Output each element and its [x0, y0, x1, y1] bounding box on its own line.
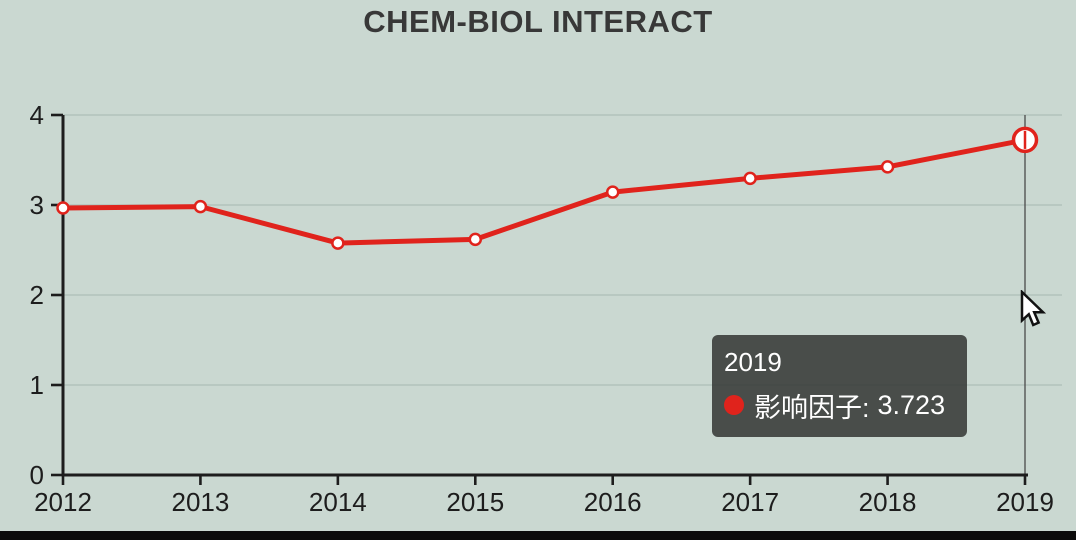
chart-title: CHEM-BIOL INTERACT — [363, 4, 713, 39]
series-marker-icon — [724, 395, 744, 415]
tooltip: 2019 影响因子: 3.723 — [712, 335, 967, 437]
mouse-cursor-icon — [1020, 290, 1047, 327]
y-tick-label: 2 — [30, 280, 44, 310]
tooltip-title: 2019 — [724, 347, 782, 377]
data-point[interactable] — [331, 236, 345, 250]
x-tick-label: 2013 — [172, 487, 230, 517]
x-tick-label: 2018 — [859, 487, 917, 517]
data-point[interactable] — [605, 185, 620, 199]
x-tick-label: 2017 — [721, 487, 779, 517]
data-point[interactable] — [880, 160, 895, 174]
x-tick-label: 2016 — [584, 487, 642, 517]
tooltip-series-row: 影响因子: 3.723 — [724, 386, 953, 425]
x-tick-label: 2019 — [996, 487, 1054, 517]
data-point[interactable] — [193, 199, 208, 214]
data-point[interactable] — [468, 232, 483, 247]
y-tick-label: 0 — [30, 460, 44, 490]
y-tick-label: 3 — [30, 190, 44, 220]
x-tick-label: 2012 — [34, 487, 92, 517]
y-tick-label: 1 — [30, 370, 44, 400]
x-tick-label: 2014 — [309, 487, 367, 517]
x-tick-label: 2015 — [446, 487, 504, 517]
bottom-bar — [0, 531, 1076, 540]
tooltip-series-label: 影响因子: — [754, 392, 870, 423]
y-tick-label: 4 — [30, 100, 44, 130]
tooltip-value: 3.723 — [877, 389, 946, 420]
series-line — [60, 137, 1028, 246]
data-point[interactable] — [56, 201, 70, 215]
data-point[interactable] — [743, 171, 757, 186]
